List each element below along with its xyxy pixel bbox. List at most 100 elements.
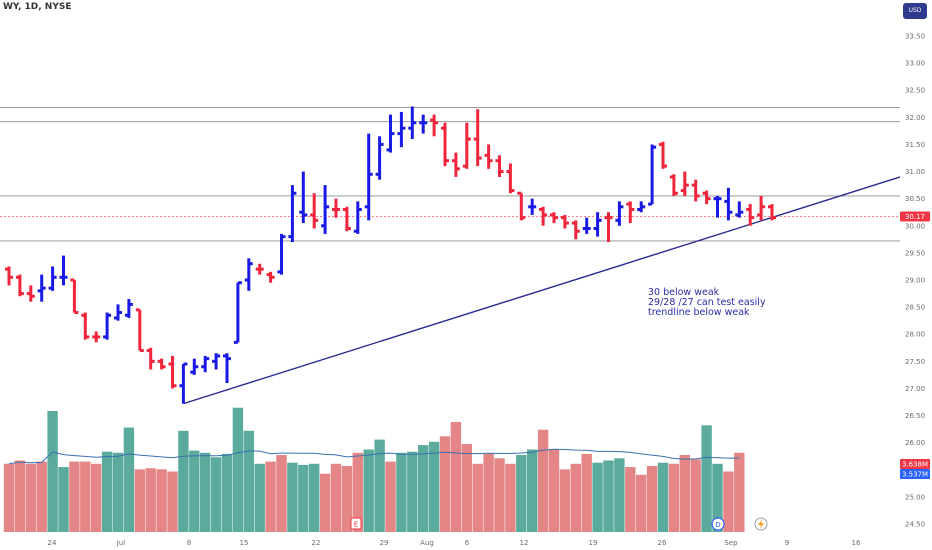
- time-tick-label: 12: [520, 539, 529, 547]
- ohlc-bar[interactable]: [233, 281, 242, 344]
- ohlc-bar[interactable]: [441, 122, 449, 167]
- currency-button[interactable]: USD: [903, 3, 927, 19]
- lightning-icon[interactable]: [754, 517, 768, 531]
- ohlc-bar[interactable]: [386, 114, 395, 153]
- annotation-line: 29/28 /27 can test easily: [648, 297, 766, 308]
- ohlc-bar[interactable]: [397, 111, 406, 148]
- ohlc-bar[interactable]: [659, 141, 667, 169]
- ohlc-bar[interactable]: [201, 355, 210, 373]
- ohlc-bar[interactable]: [332, 198, 340, 218]
- ohlc-bar[interactable]: [321, 185, 330, 234]
- ohlc-bar[interactable]: [637, 201, 646, 213]
- ohlc-bar[interactable]: [37, 274, 46, 302]
- ohlc-bar[interactable]: [539, 206, 548, 226]
- volume-bar: [374, 439, 385, 532]
- volume-bar: [341, 466, 353, 532]
- ohlc-bar[interactable]: [70, 278, 79, 315]
- ohlc-bar[interactable]: [103, 312, 112, 340]
- ohlc-bar[interactable]: [277, 233, 286, 275]
- ohlc-bar[interactable]: [746, 204, 755, 226]
- ohlc-bar[interactable]: [669, 174, 678, 196]
- time-axis[interactable]: 24 Jul 8 15 22 29 Aug 6 12 19 26 Sep 9 16: [48, 539, 861, 547]
- earnings-marker[interactable]: E: [350, 517, 362, 530]
- volume-bar: [309, 463, 320, 532]
- ohlc-bar[interactable]: [495, 155, 504, 177]
- ohlc-bar[interactable]: [299, 171, 308, 224]
- ohlc-bar[interactable]: [146, 347, 155, 370]
- ohlc-bar[interactable]: [626, 201, 635, 224]
- ohlc-bar[interactable]: [114, 304, 122, 321]
- ohlc-bar[interactable]: [244, 258, 253, 291]
- volume-bar: [657, 462, 669, 532]
- ohlc-bar[interactable]: [484, 144, 493, 169]
- ohlc-bar[interactable]: [550, 212, 558, 224]
- ohlc-bar[interactable]: [157, 358, 166, 370]
- ohlc-bar[interactable]: [375, 136, 384, 180]
- ohlc-bar[interactable]: [15, 274, 24, 297]
- ohlc-bar[interactable]: [168, 355, 177, 389]
- ohlc-bar[interactable]: [419, 114, 428, 134]
- ohlc-bar[interactable]: [342, 206, 351, 232]
- ohlc-bar[interactable]: [26, 285, 35, 302]
- volume-bar: [614, 458, 625, 532]
- volume-bar: [472, 463, 483, 532]
- ohlc-bar[interactable]: [59, 255, 68, 286]
- ohlc-bar[interactable]: [462, 122, 471, 169]
- ohlc-bar[interactable]: [190, 358, 199, 375]
- ohlc-bar[interactable]: [691, 179, 700, 202]
- symbol-title: WY, 1D, NYSE: [3, 2, 72, 12]
- volume-bar: [516, 455, 527, 532]
- ohlc-bar[interactable]: [517, 191, 526, 221]
- ohlc-bar[interactable]: [735, 201, 744, 218]
- volume-bar: [243, 430, 254, 532]
- ohlc-bar[interactable]: [408, 106, 417, 140]
- ohlc-bar[interactable]: [48, 266, 57, 291]
- earnings-marker-label: E: [354, 521, 358, 529]
- ohlc-bar[interactable]: [528, 198, 537, 215]
- price-axis[interactable]: 33.50 33.00 32.50 32.00 31.50 31.00 30.50 30.00…: [905, 33, 925, 529]
- ohlc-bar[interactable]: [430, 114, 439, 137]
- ohlc-bar[interactable]: [604, 212, 613, 243]
- trendline[interactable]: [183, 176, 901, 405]
- ohlc-bar[interactable]: [451, 152, 460, 177]
- ohlc-bar[interactable]: [92, 331, 101, 343]
- ohlc-bar[interactable]: [615, 201, 624, 226]
- ohlc-bar[interactable]: [364, 133, 373, 221]
- volume-bar: [101, 451, 113, 532]
- price-tick-label: 26.00: [905, 439, 925, 447]
- ohlc-bar[interactable]: [582, 217, 591, 234]
- ohlc-bar[interactable]: [648, 144, 657, 206]
- ohlc-bar[interactable]: [593, 212, 602, 237]
- price-tick-label: 30.50: [905, 195, 925, 203]
- annotation-note[interactable]: 30 below weak 29/28 /27 can test easily …: [648, 288, 766, 318]
- ohlc-bar[interactable]: [702, 190, 711, 205]
- price-tick-label: 32.00: [905, 114, 925, 122]
- dividend-marker[interactable]: D: [711, 517, 725, 531]
- ohlc-bar[interactable]: [5, 266, 13, 286]
- ohlc-bar[interactable]: [571, 220, 580, 240]
- price-tick-label: 27.00: [905, 385, 925, 393]
- ohlc-bar[interactable]: [135, 308, 144, 352]
- ohlc-bar[interactable]: [255, 263, 264, 275]
- ohlc-bar[interactable]: [724, 187, 733, 221]
- ohlc-bar[interactable]: [81, 312, 90, 340]
- ohlc-bar[interactable]: [506, 163, 515, 194]
- volume-bar: [36, 461, 47, 532]
- ohlc-bar[interactable]: [179, 362, 188, 404]
- ohlc-bar[interactable]: [223, 353, 231, 384]
- ohlc-bar[interactable]: [288, 185, 297, 243]
- ohlc-bar[interactable]: [768, 204, 776, 221]
- ohlc-bar[interactable]: [757, 195, 766, 221]
- ohlc-bar[interactable]: [266, 271, 275, 283]
- ohlc-bar[interactable]: [353, 201, 362, 234]
- ohlc-bar[interactable]: [310, 193, 319, 229]
- ohlc-bar[interactable]: [124, 298, 133, 318]
- ohlc-bar[interactable]: [560, 214, 569, 229]
- ohlc-bar[interactable]: [713, 195, 722, 218]
- ohlc-bar[interactable]: [680, 171, 689, 196]
- volume-bar: [145, 468, 156, 532]
- ohlc-bar[interactable]: [473, 109, 482, 167]
- ohlc-bar[interactable]: [212, 353, 221, 370]
